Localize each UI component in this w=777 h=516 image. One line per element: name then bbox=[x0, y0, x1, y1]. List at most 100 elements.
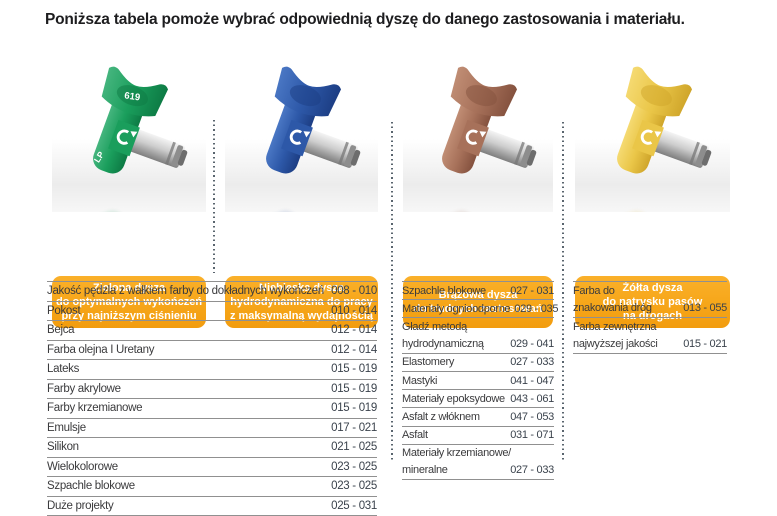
nozzle-image-brown bbox=[403, 60, 553, 212]
entry-value: 021 - 025 bbox=[327, 441, 377, 453]
table-brown: Szpachle blokowe 027 - 031 Materiały ognio… bbox=[402, 281, 554, 480]
table-entry: Elastomery 027 - 033 bbox=[402, 354, 554, 372]
table-green-blue: Jakość pędzla z wałkiem farby do dokładn… bbox=[47, 281, 377, 516]
entry-label: Materiały ognioodporne bbox=[402, 303, 510, 315]
entry-value: 027 - 033 bbox=[506, 356, 554, 368]
table-entry-line: znakowania dróg 013 - 055 bbox=[573, 300, 727, 318]
entry-value: 027 - 031 bbox=[506, 285, 554, 297]
table-entry-line: Mastyki 041 - 047 bbox=[402, 372, 554, 389]
entry-value: 012 - 014 bbox=[327, 324, 377, 336]
table-yellow: Farba do znakowania dróg 013 - 055 Farba ze… bbox=[573, 281, 727, 354]
entry-value: 012 - 014 bbox=[327, 344, 377, 356]
table-entry: Asfalt z włóknem 047 - 053 bbox=[402, 408, 554, 426]
nozzle-leg bbox=[439, 207, 497, 212]
nozzle-image-blue bbox=[225, 60, 378, 212]
entry-label: Szpachle blokowe bbox=[402, 285, 486, 297]
entry-label: Wielokolorowe bbox=[47, 461, 118, 473]
table-entry: Gładź metodą hydrodynamiczną 029 - 041 bbox=[402, 318, 554, 353]
entry-value: 029 - 041 bbox=[506, 338, 554, 350]
table-entry-line: Farby akrylowe 015 - 019 bbox=[47, 380, 377, 399]
entry-value: 047 - 053 bbox=[506, 411, 554, 423]
table-entry: Pokost 010 - 014 bbox=[47, 302, 377, 322]
entry-label: Bejca bbox=[47, 324, 74, 336]
column-green: 619 LP 619 bbox=[52, 60, 206, 212]
nozzle-image-green: 619 LP 619 bbox=[52, 60, 206, 212]
table-entry: Jakość pędzla z wałkiem farby do dokładn… bbox=[47, 282, 377, 302]
entry-value: 023 - 025 bbox=[327, 480, 377, 492]
nozzle-leg bbox=[90, 207, 148, 212]
entry-value: 015 - 019 bbox=[327, 363, 377, 375]
entry-label: Elastomery bbox=[402, 356, 454, 368]
table-entry-line: Gładź metodą bbox=[402, 318, 554, 335]
entry-value: 027 - 033 bbox=[506, 464, 554, 476]
entry-value: 025 - 031 bbox=[327, 500, 377, 512]
entry-label: Pokost bbox=[47, 305, 80, 317]
entry-value: 013 - 055 bbox=[679, 302, 727, 314]
nozzle-image-yellow bbox=[575, 60, 730, 212]
entry-label: najwyższej jakości bbox=[573, 338, 657, 350]
table-entry-line: Jakość pędzla z wałkiem farby do dokładn… bbox=[47, 282, 377, 301]
table-entry-line: Farba do bbox=[573, 282, 727, 300]
nozzle-illustration bbox=[577, 181, 729, 212]
entry-value: 029 - 035 bbox=[510, 303, 558, 315]
entry-value: 015 - 021 bbox=[679, 338, 727, 350]
entry-label: Jakość pędzla z wałkiem farby do dokładn… bbox=[47, 285, 324, 297]
entry-value: 010 - 014 bbox=[327, 305, 377, 317]
entry-label: Materiały epoksydowe bbox=[402, 393, 505, 405]
entry-value: 043 - 061 bbox=[506, 393, 554, 405]
entry-label: mineralne bbox=[402, 464, 448, 476]
dotted-separator-2 bbox=[391, 122, 393, 460]
entry-label: Materiały krzemianowe/ bbox=[402, 447, 511, 459]
entry-label: Farby akrylowe bbox=[47, 383, 121, 395]
nozzle-reflection bbox=[226, 176, 378, 212]
entry-label: Asfalt bbox=[402, 429, 428, 441]
nozzle-reflection bbox=[577, 176, 729, 212]
entry-value: 008 - 010 bbox=[327, 285, 377, 297]
nozzle-leg bbox=[262, 207, 320, 212]
nozzle-reflection: 619 LP bbox=[53, 176, 205, 212]
nozzle-illustration bbox=[403, 181, 553, 212]
svg-text:619: 619 bbox=[124, 90, 141, 103]
entry-value: 015 - 019 bbox=[327, 383, 377, 395]
nozzle-reflection bbox=[403, 176, 553, 212]
entry-label: Asfalt z włóknem bbox=[402, 411, 480, 423]
table-entry: Farby akrylowe 015 - 019 bbox=[47, 380, 377, 400]
table-entry: Materiały krzemianowe/mineralne 027 - 033 bbox=[402, 445, 554, 480]
table-entry-line: Szpachle blokowe 027 - 031 bbox=[402, 282, 554, 299]
table-entry-line: Pokost 010 - 014 bbox=[47, 302, 377, 321]
entry-label: Farba zewnętrzna bbox=[573, 321, 656, 333]
entry-label: Gładź metodą bbox=[402, 321, 467, 333]
nozzle-illustration: 619 LP bbox=[53, 181, 205, 212]
table-entry: Lateks 015 - 019 bbox=[47, 360, 377, 380]
table-entry-line: najwyższej jakości 015 - 021 bbox=[573, 336, 727, 354]
table-entry: Szpachle blokowe 027 - 031 bbox=[402, 282, 554, 300]
dotted-separator-3 bbox=[562, 122, 564, 460]
table-entry-line: Materiały krzemianowe/ bbox=[402, 445, 554, 462]
entry-label: hydrodynamiczną bbox=[402, 338, 484, 350]
entry-label: Lateks bbox=[47, 363, 79, 375]
entry-value: 041 - 047 bbox=[506, 375, 554, 387]
table-entry: Bejca 012 - 014 bbox=[47, 321, 377, 341]
table-entry: Mastyki 041 - 047 bbox=[402, 372, 554, 390]
entry-label: Mastyki bbox=[402, 375, 437, 387]
page-title: Poniższa tabela pomoże wybrać odpowiedni… bbox=[45, 11, 685, 29]
table-entry: Farba zewnętrzna najwyższej jakości 015 - … bbox=[573, 318, 727, 354]
entry-value: 015 - 019 bbox=[327, 402, 377, 414]
entry-label: znakowania dróg bbox=[573, 302, 652, 314]
